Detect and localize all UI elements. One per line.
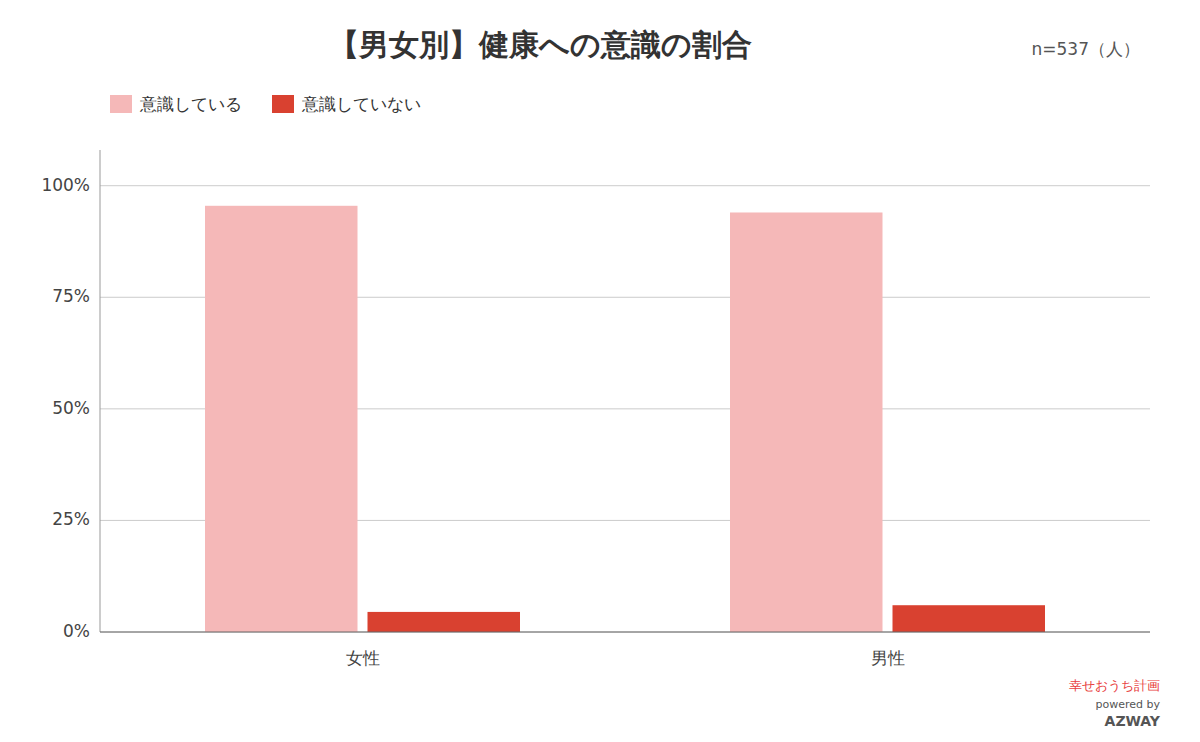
bar xyxy=(205,206,358,632)
x-axis: 女性 男性 xyxy=(100,632,1150,668)
y-tick-label: 75% xyxy=(52,286,90,306)
annotation: powered by xyxy=(1096,698,1161,711)
annotation: AZWAY xyxy=(1105,713,1161,729)
chart: 【男女別】健康への意識の割合 n=537（人） 0% 25% 50% 75% 100% 女性 男… xyxy=(0,0,1200,742)
annotations: 幸せおうち計画 powered by AZWAY xyxy=(1069,678,1161,729)
legend-swatch xyxy=(110,95,132,113)
x-tick-label: 女性 xyxy=(346,648,380,668)
y-tick-label: 100% xyxy=(41,175,90,195)
y-tick-label: 50% xyxy=(52,398,90,418)
bar xyxy=(730,212,883,632)
grid-line xyxy=(100,185,1150,186)
subtitle: n=537（人） xyxy=(1032,39,1140,59)
title: 【男女別】健康への意識の割合 xyxy=(329,27,752,62)
annotation: 幸せおうち計画 xyxy=(1069,678,1160,693)
bar xyxy=(368,612,521,632)
y-axis-line xyxy=(100,150,101,632)
x-axis-line xyxy=(100,631,1150,632)
y-tick-label: 0% xyxy=(63,621,90,641)
y-axis: 0% 25% 50% 75% 100% xyxy=(41,150,100,641)
grid xyxy=(100,186,1150,632)
legend-label: 意識していない xyxy=(301,94,421,114)
y-tick-label: 25% xyxy=(52,509,90,529)
bars xyxy=(205,206,1045,632)
grid-line xyxy=(100,632,1150,633)
legend-swatch xyxy=(272,95,294,113)
legend-label: 意識している xyxy=(139,94,242,114)
legend: 意識している 意識していない xyxy=(110,94,421,114)
x-tick-label: 男性 xyxy=(871,648,905,668)
bar xyxy=(893,605,1046,632)
